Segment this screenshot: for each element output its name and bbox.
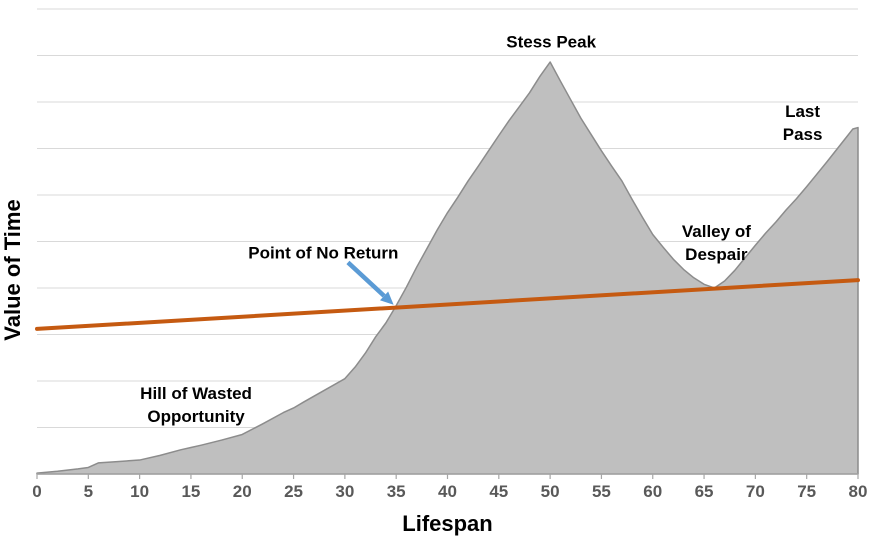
x-tick-label: 45 (489, 482, 508, 501)
x-tick-label: 35 (387, 482, 406, 501)
x-tick-label: 65 (695, 482, 714, 501)
y-axis-title: Value of Time (0, 199, 25, 341)
x-tick-label: 55 (592, 482, 611, 501)
x-tick-label: 5 (84, 482, 93, 501)
x-tick-label: 80 (849, 482, 868, 501)
x-axis-title: Lifespan (402, 511, 493, 536)
x-tick-label: 15 (181, 482, 200, 501)
x-tick-label: 20 (233, 482, 252, 501)
x-tick-label: 30 (335, 482, 354, 501)
x-tick-label: 70 (746, 482, 765, 501)
pointer-arrow-shaft (346, 260, 386, 298)
baseline-trend-line (35, 278, 860, 331)
x-tick-label: 25 (284, 482, 303, 501)
x-tick-label: 10 (130, 482, 149, 501)
x-tick-label: 40 (438, 482, 457, 501)
x-tick-label: 0 (32, 482, 41, 501)
x-tick-label: 75 (797, 482, 816, 501)
x-tick-label: 50 (541, 482, 560, 501)
value-of-time-area (36, 61, 859, 475)
x-tick-label: 60 (643, 482, 662, 501)
pointer-arrow-head (380, 291, 394, 305)
